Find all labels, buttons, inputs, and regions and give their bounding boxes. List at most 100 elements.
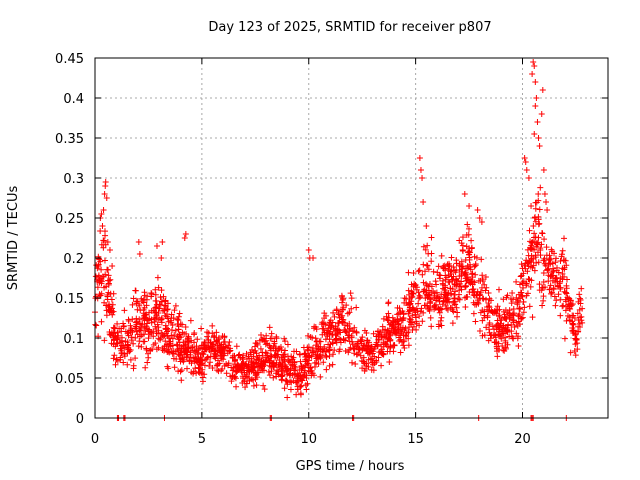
data-point [219, 366, 226, 373]
data-point [510, 312, 517, 319]
data-point [433, 281, 440, 288]
data-point [339, 306, 346, 313]
data-point [211, 332, 218, 339]
data-point [465, 225, 472, 232]
data-point [164, 341, 171, 348]
data-point [528, 277, 535, 284]
data-point [233, 383, 240, 390]
data-point [463, 231, 470, 238]
data-point [267, 344, 274, 351]
data-point [497, 322, 504, 329]
data-point [516, 311, 523, 318]
data-point [158, 298, 165, 305]
data-point [361, 367, 368, 374]
data-point [477, 309, 484, 316]
data-point [143, 345, 150, 352]
data-point [175, 351, 182, 358]
data-point [442, 302, 449, 309]
data-point [140, 338, 147, 345]
data-point [563, 285, 570, 292]
x-tick-label: 0 [91, 432, 99, 447]
data-point [384, 338, 391, 345]
x-tick-label: 20 [514, 432, 531, 447]
data-point [528, 242, 535, 249]
data-point [462, 304, 469, 311]
data-point [134, 331, 141, 338]
data-point [169, 335, 176, 342]
data-point [215, 334, 222, 341]
data-point [310, 255, 317, 261]
data-point [130, 340, 137, 347]
data-point [351, 324, 358, 331]
data-point [500, 347, 507, 354]
data-point [519, 314, 526, 321]
data-point [100, 273, 107, 280]
data-point [405, 287, 412, 294]
data-point [159, 345, 166, 352]
data-point [451, 291, 458, 298]
data-point [529, 71, 536, 77]
data-point [169, 321, 176, 328]
data-point [440, 281, 447, 288]
data-point [405, 329, 412, 336]
data-point [508, 328, 515, 335]
data-point [176, 310, 183, 317]
data-point [172, 327, 179, 334]
data-point [522, 159, 529, 165]
data-point [479, 332, 486, 339]
data-point [449, 320, 456, 327]
data-point [101, 299, 108, 306]
data-point [148, 289, 155, 296]
data-point [134, 306, 141, 313]
data-point [409, 319, 416, 326]
data-point [523, 167, 530, 173]
data-point [468, 237, 475, 244]
data-point [462, 269, 469, 276]
data-point [372, 344, 379, 351]
data-point [557, 312, 564, 319]
data-point [569, 300, 576, 307]
data-point [358, 336, 365, 343]
data-point [518, 272, 525, 279]
data-point [159, 307, 166, 314]
data-point [194, 336, 201, 343]
data-point [561, 288, 568, 295]
data-point [419, 318, 426, 325]
data-point [401, 345, 408, 352]
data-point [102, 232, 109, 239]
data-point [438, 314, 445, 321]
data-point [235, 362, 242, 369]
data-point [137, 327, 144, 334]
data-point [359, 334, 366, 341]
data-point [400, 342, 407, 349]
data-point [180, 342, 187, 349]
data-point [446, 279, 453, 286]
data-point [479, 276, 486, 283]
data-point [101, 337, 108, 344]
data-point [96, 291, 103, 298]
data-point [331, 313, 338, 320]
data-point [206, 347, 213, 354]
data-point [128, 337, 135, 344]
data-point [99, 223, 106, 229]
data-point [470, 291, 477, 298]
data-point [405, 302, 412, 309]
data-point [445, 289, 452, 296]
data-point [396, 327, 403, 334]
data-point [169, 342, 176, 349]
data-point [250, 349, 257, 356]
data-point [428, 234, 435, 241]
data-point [360, 342, 367, 349]
data-point [416, 313, 423, 320]
data-point [241, 369, 248, 376]
data-point [505, 321, 512, 328]
data-point [553, 297, 560, 304]
data-point [322, 321, 329, 328]
data-point [562, 289, 569, 296]
data-point [532, 218, 539, 225]
data-point [187, 317, 194, 324]
data-point [478, 256, 485, 263]
data-point [171, 307, 178, 314]
data-point [558, 253, 565, 260]
data-point [536, 281, 543, 288]
